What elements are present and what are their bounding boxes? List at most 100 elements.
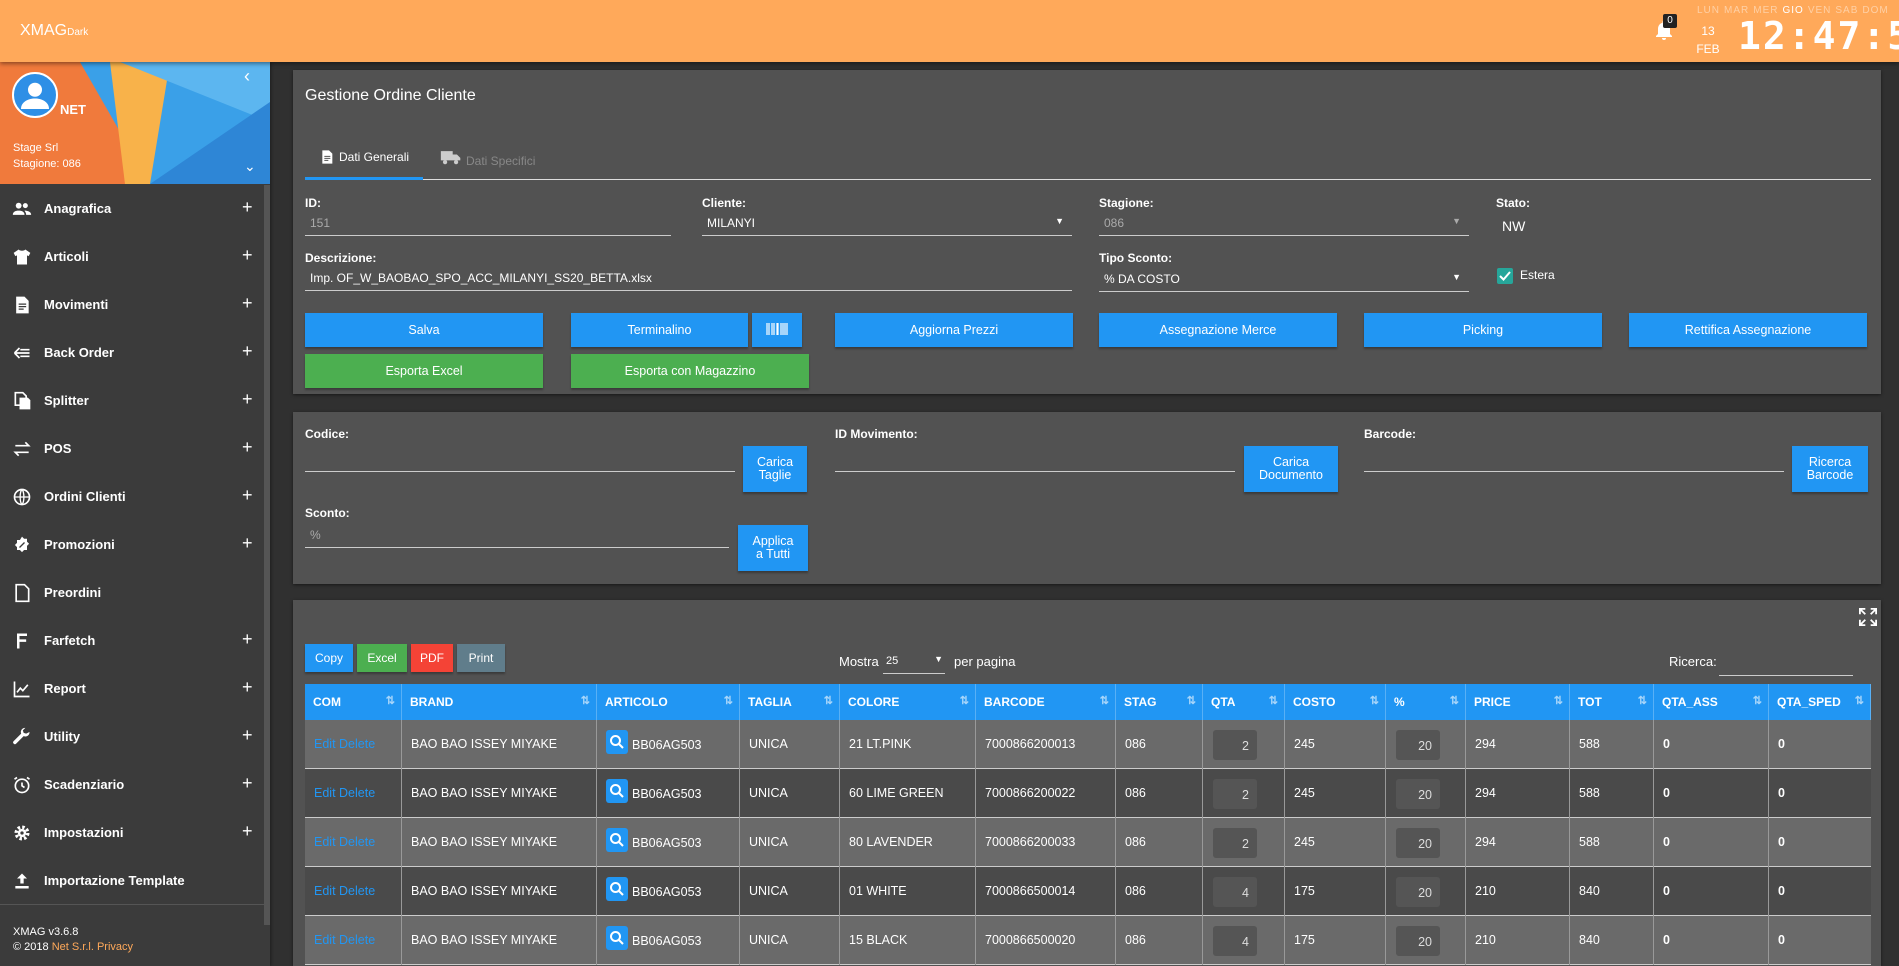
qta-input[interactable]: 4 xyxy=(1213,926,1257,956)
qta-input[interactable]: 2 xyxy=(1213,730,1257,760)
sidebar-scrollbar[interactable] xyxy=(264,185,270,925)
col-colore[interactable]: COLORE ⇅ xyxy=(840,684,976,720)
col-barcode[interactable]: BARCODE ⇅ xyxy=(976,684,1116,720)
percent-input[interactable]: 20 xyxy=(1396,877,1440,907)
col-brand[interactable]: BRAND ⇅ xyxy=(402,684,597,720)
rettifica-assegnazione-button[interactable]: Rettifica Assegnazione xyxy=(1629,313,1867,347)
cell-stag: 086 xyxy=(1116,720,1203,769)
mostra-label: Mostra xyxy=(839,654,879,669)
ricerca-barcode-button[interactable]: Ricerca Barcode xyxy=(1792,446,1868,492)
stagione-select[interactable]: 086 ▼ xyxy=(1099,212,1469,236)
search-article-button[interactable] xyxy=(606,828,628,852)
tab-dati-specifici[interactable]: Dati Specifici xyxy=(440,150,550,180)
col-price[interactable]: PRICE ⇅ xyxy=(1466,684,1570,720)
assegnazione-merce-button[interactable]: Assegnazione Merce xyxy=(1099,313,1337,347)
esporta-magazzino-button[interactable]: Esporta con Magazzino xyxy=(571,354,809,388)
sidebar-item-back-order[interactable]: Back Order + xyxy=(0,329,270,377)
col-qta-ass[interactable]: QTA_ASS ⇅ xyxy=(1654,684,1769,720)
sidebar-item-report[interactable]: Report + xyxy=(0,665,270,713)
clock: 12:47:58 xyxy=(1738,14,1899,58)
percent-input[interactable]: 20 xyxy=(1396,926,1440,956)
col-com[interactable]: COM ⇅ xyxy=(305,684,402,720)
barcode-input[interactable] xyxy=(1364,448,1784,472)
sidebar-item-promozioni[interactable]: Promozioni + xyxy=(0,521,270,569)
sidebar-item-articoli[interactable]: Articoli + xyxy=(0,233,270,281)
copy-button[interactable]: Copy xyxy=(305,644,353,672)
col-costo[interactable]: COSTO ⇅ xyxy=(1285,684,1386,720)
barcode-button[interactable] xyxy=(752,313,802,347)
edit-link[interactable]: Edit xyxy=(314,835,336,849)
delete-link[interactable]: Delete xyxy=(339,884,376,898)
col-percent[interactable]: % ⇅ xyxy=(1386,684,1466,720)
carica-taglie-button[interactable]: Carica Taglie xyxy=(743,446,807,492)
excel-button[interactable]: Excel xyxy=(357,644,407,672)
cell-articolo: BB06AG053 xyxy=(632,933,702,948)
sidebar-item-pos[interactable]: POS + xyxy=(0,425,270,473)
delete-link[interactable]: Delete xyxy=(339,835,376,849)
col-tot[interactable]: TOT ⇅ xyxy=(1570,684,1654,720)
cell-articolo: BB06AG503 xyxy=(632,737,702,752)
search-article-button[interactable] xyxy=(606,730,628,754)
privacy-link[interactable]: Privacy xyxy=(96,941,134,953)
chevron-down-icon[interactable]: ⌄ xyxy=(244,158,256,174)
percent-input[interactable]: 20 xyxy=(1396,828,1440,858)
descrizione-field[interactable]: Imp. OF_W_BAOBAO_SPO_ACC_MILANYI_SS20_BE… xyxy=(305,267,1072,291)
percent-input[interactable]: 20 xyxy=(1396,730,1440,760)
edit-link[interactable]: Edit xyxy=(314,786,336,800)
sidebar-item-preordini[interactable]: Preordini xyxy=(0,569,270,617)
col-articolo[interactable]: ARTICOLO ⇅ xyxy=(597,684,740,720)
company-link[interactable]: Net S.r.l. xyxy=(51,941,94,953)
codice-input[interactable] xyxy=(305,448,735,472)
page-size-select[interactable]: 25 ▼ xyxy=(883,650,945,674)
app-logo[interactable]: XMAGDark xyxy=(20,22,89,39)
search-article-button[interactable] xyxy=(606,877,628,901)
col-stag[interactable]: STAG ⇅ xyxy=(1116,684,1203,720)
sidebar-item-impostazioni[interactable]: Impostazioni + xyxy=(0,809,270,857)
cell-price: 210 xyxy=(1466,867,1570,916)
search-article-button[interactable] xyxy=(606,926,628,950)
print-button[interactable]: Print xyxy=(457,644,505,672)
applica-a-tutti-button[interactable]: Applica a Tutti xyxy=(738,525,808,571)
sidebar-item-movimenti[interactable]: Movimenti + xyxy=(0,281,270,329)
picking-button[interactable]: Picking xyxy=(1364,313,1602,347)
delete-link[interactable]: Delete xyxy=(339,786,376,800)
sconto-input[interactable]: % xyxy=(305,524,729,548)
id-movimento-input[interactable] xyxy=(835,448,1235,472)
sidebar-item-splitter[interactable]: Splitter + xyxy=(0,377,270,425)
terminalino-button[interactable]: Terminalino xyxy=(571,313,748,347)
carica-documento-button[interactable]: Carica Documento xyxy=(1244,446,1338,492)
table-search-input[interactable] xyxy=(1719,654,1853,676)
col-qta[interactable]: QTA ⇅ xyxy=(1203,684,1285,720)
sidebar-item-anagrafica[interactable]: Anagrafica + xyxy=(0,185,270,233)
sidebar-item-scadenziario[interactable]: Scadenziario + xyxy=(0,761,270,809)
col-taglia[interactable]: TAGLIA ⇅ xyxy=(740,684,840,720)
aggiorna-prezzi-button[interactable]: Aggiorna Prezzi xyxy=(835,313,1073,347)
sidebar-item-importazione-template[interactable]: Importazione Template xyxy=(0,857,270,905)
delete-link[interactable]: Delete xyxy=(339,737,376,751)
salva-button[interactable]: Salva xyxy=(305,313,543,347)
farfetch-icon xyxy=(17,633,27,649)
edit-link[interactable]: Edit xyxy=(314,933,336,947)
sidebar-item-ordini-clienti[interactable]: Ordini Clienti + xyxy=(0,473,270,521)
qta-input[interactable]: 2 xyxy=(1213,828,1257,858)
search-article-button[interactable] xyxy=(606,779,628,803)
estera-checkbox[interactable] xyxy=(1497,268,1513,284)
tab-dati-generali[interactable]: Dati Generali xyxy=(305,150,423,180)
sidebar-item-utility[interactable]: Utility + xyxy=(0,713,270,761)
sidebar-item-farfetch[interactable]: Farfetch + xyxy=(0,617,270,665)
qta-input[interactable]: 2 xyxy=(1213,779,1257,809)
tipo-sconto-select[interactable]: % DA COSTO ▼ xyxy=(1099,268,1469,292)
percent-input[interactable]: 20 xyxy=(1396,779,1440,809)
qta-input[interactable]: 4 xyxy=(1213,877,1257,907)
esporta-excel-button[interactable]: Esporta Excel xyxy=(305,354,543,388)
fullscreen-icon[interactable] xyxy=(1859,608,1877,626)
pdf-button[interactable]: PDF xyxy=(411,644,453,672)
avatar[interactable] xyxy=(12,72,58,118)
edit-link[interactable]: Edit xyxy=(314,737,336,751)
collapse-sidebar-icon[interactable]: ‹ xyxy=(244,66,250,86)
document-icon xyxy=(322,150,333,164)
col-qta-sped[interactable]: QTA_SPED ⇅ xyxy=(1769,684,1871,720)
edit-link[interactable]: Edit xyxy=(314,884,336,898)
delete-link[interactable]: Delete xyxy=(339,933,376,947)
cliente-select[interactable]: MILANYI ▼ xyxy=(702,212,1072,236)
